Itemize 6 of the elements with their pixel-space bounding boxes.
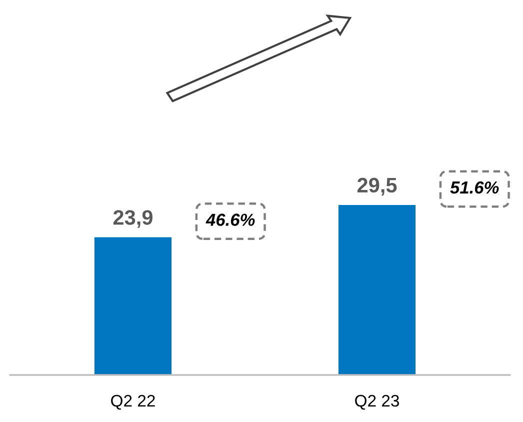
x-tick-label: Q2 22 bbox=[111, 394, 155, 410]
data-label: 29,5 bbox=[357, 178, 397, 196]
annotation: 46.6% bbox=[206, 214, 255, 226]
x-tick-label: Q2 23 bbox=[355, 394, 399, 410]
data-label: 23,9 bbox=[113, 210, 152, 228]
text: 51.6% bbox=[450, 181, 499, 194]
